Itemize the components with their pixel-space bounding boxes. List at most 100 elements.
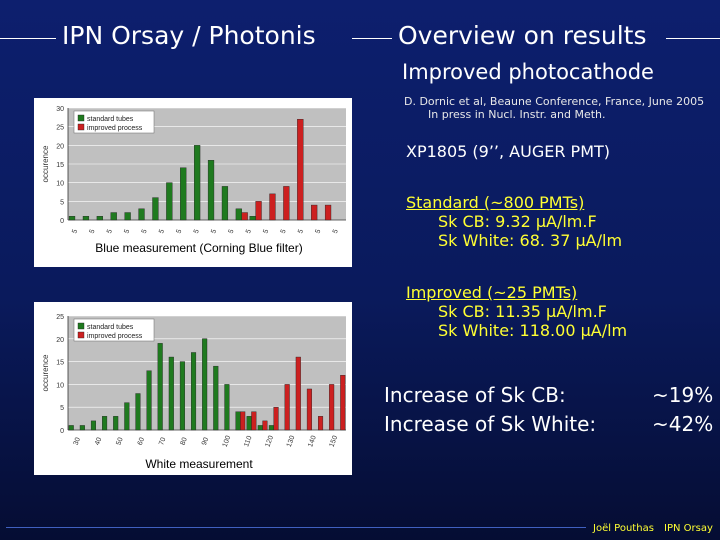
legend-box <box>73 110 155 134</box>
lab-title: IPN Orsay / Photonis <box>62 21 316 50</box>
x-tick-label: 5 <box>123 228 131 234</box>
standard-bar <box>202 338 208 431</box>
x-tick-label: 140 <box>307 435 318 448</box>
standard-bar <box>102 416 108 431</box>
x-tick-label: 5 <box>210 228 218 234</box>
standard-bar <box>157 343 163 431</box>
standard-bar <box>207 160 215 221</box>
improved-bar <box>284 384 290 431</box>
x-tick-label: 90 <box>201 437 210 447</box>
standard-bar <box>180 167 187 221</box>
blue-histogram: 0 5 10 15 20 25 30 occurence 5 5 5 5 5 5 5 5 5 5 5 5 5 5 5 5 sta… <box>41 106 346 255</box>
y-tick-label: 25 <box>56 125 64 132</box>
improved-bar <box>255 201 262 221</box>
standard-bar <box>138 208 145 221</box>
improved-bar <box>262 420 268 431</box>
x-tick-label: 5 <box>141 228 149 234</box>
improved-title: Improved (~25 PMTs) <box>406 283 578 302</box>
x-tick-label: 5 <box>262 228 270 234</box>
improved-bar <box>241 212 248 221</box>
y-tick-label: 15 <box>56 162 64 169</box>
standard-bar <box>194 145 201 221</box>
standard-bar <box>257 425 263 431</box>
improved-bar <box>283 186 290 221</box>
standard-cb: Sk CB: 9.32 µA/lm.F <box>438 212 597 231</box>
legend-box <box>73 318 155 342</box>
improved-bar <box>297 119 304 221</box>
x-tick-label: 120 <box>264 435 275 448</box>
improved-bar <box>251 411 257 431</box>
footer-author: Joël Pouthas <box>593 523 654 534</box>
x-tick-label: 30 <box>73 437 82 447</box>
improved-bar <box>306 388 312 431</box>
legend-swatch <box>77 123 85 131</box>
x-tick-label: 5 <box>176 228 184 234</box>
y-tick-label: 20 <box>56 337 64 344</box>
title-rule-right <box>666 38 720 39</box>
x-tick-label: 150 <box>329 435 340 448</box>
white-histogram-panel: 0 5 10 15 20 25 occurence 30 40 50 60 70 80 90 100 110 1… <box>34 302 352 475</box>
standard-bar <box>246 416 252 431</box>
x-tick-label: 5 <box>228 228 236 234</box>
legend-swatch <box>77 114 85 122</box>
x-tick-label: 40 <box>94 437 103 447</box>
subtitle: Improved photocathode <box>402 60 654 84</box>
standard-bar <box>124 212 131 221</box>
y-tick-label: 10 <box>56 181 64 188</box>
standard-bar <box>213 365 219 431</box>
standard-bar <box>166 182 173 221</box>
standard-bar <box>221 186 229 221</box>
chart-caption: Blue measurement (Corning Blue filter) <box>95 241 302 255</box>
standard-title: Standard (~800 PMTs) <box>406 193 585 212</box>
improved-bar <box>329 384 335 431</box>
improved-bar <box>295 356 301 431</box>
y-tick-label: 25 <box>56 314 64 321</box>
standard-bar <box>68 216 76 221</box>
y-tick-label: 0 <box>60 428 64 435</box>
reference-line2: In press in Nucl. Instr. and Meth. <box>428 108 606 121</box>
y-tick-label: 5 <box>60 405 64 412</box>
standard-bar <box>152 197 159 221</box>
increase-white-value: ~42% <box>652 412 714 436</box>
improved-white: Sk White: 118.00 µA/lm <box>438 321 628 340</box>
standard-bar <box>135 393 141 431</box>
x-tick-label: 5 <box>89 228 97 234</box>
blue-histogram-panel: 0 5 10 15 20 25 30 occurence 5 5 5 5 5 5 5 5 5 5 5 5 5 5 5 5 sta… <box>34 98 352 267</box>
improved-bar <box>340 375 346 431</box>
standard-bar <box>146 370 152 431</box>
y-tick-label: 10 <box>56 382 64 389</box>
x-tick-label: 5 <box>280 228 288 234</box>
title-rule-left <box>0 38 56 39</box>
chart-caption: White measurement <box>145 457 253 471</box>
x-tick-label: 50 <box>115 437 124 447</box>
footer-lab: IPN Orsay <box>664 523 713 534</box>
standard-bar <box>179 361 185 431</box>
title-rule-middle <box>352 38 392 39</box>
legend-label: standard tubes <box>87 116 134 123</box>
improved-bar <box>318 416 324 431</box>
improved-block: Improved (~25 PMTs) Sk CB: 11.35 µA/lm.F… <box>406 283 627 340</box>
x-tick-label: 5 <box>193 228 201 234</box>
white-histogram: 0 5 10 15 20 25 occurence 30 40 50 60 70 80 90 100 110 1… <box>41 314 346 471</box>
standard-bar <box>235 411 241 431</box>
improved-bar <box>311 204 318 221</box>
page-title: Overview on results <box>398 21 647 50</box>
x-tick-label: 5 <box>71 228 79 234</box>
x-tick-label: 130 <box>286 435 297 448</box>
x-tick-label: 80 <box>180 437 189 447</box>
standard-bar <box>96 216 103 221</box>
improved-bar <box>240 411 246 431</box>
x-tick-label: 60 <box>137 437 146 447</box>
x-tick-label: 5 <box>315 228 323 234</box>
standard-bar <box>224 384 230 431</box>
increase-white-label: Increase of Sk White: <box>384 412 597 436</box>
standard-bar <box>124 402 130 431</box>
legend-swatch <box>77 322 85 330</box>
reference-line1: D. Dornic et al, Beaune Conference, Fran… <box>404 95 705 108</box>
standard-bar <box>113 416 119 431</box>
x-tick-label: 70 <box>158 437 167 447</box>
reference: D. Dornic et al, Beaune Conference, Fran… <box>404 95 704 121</box>
x-tick-label: 100 <box>222 435 233 448</box>
x-tick-label: 5 <box>245 228 253 234</box>
standard-bar <box>268 425 274 431</box>
